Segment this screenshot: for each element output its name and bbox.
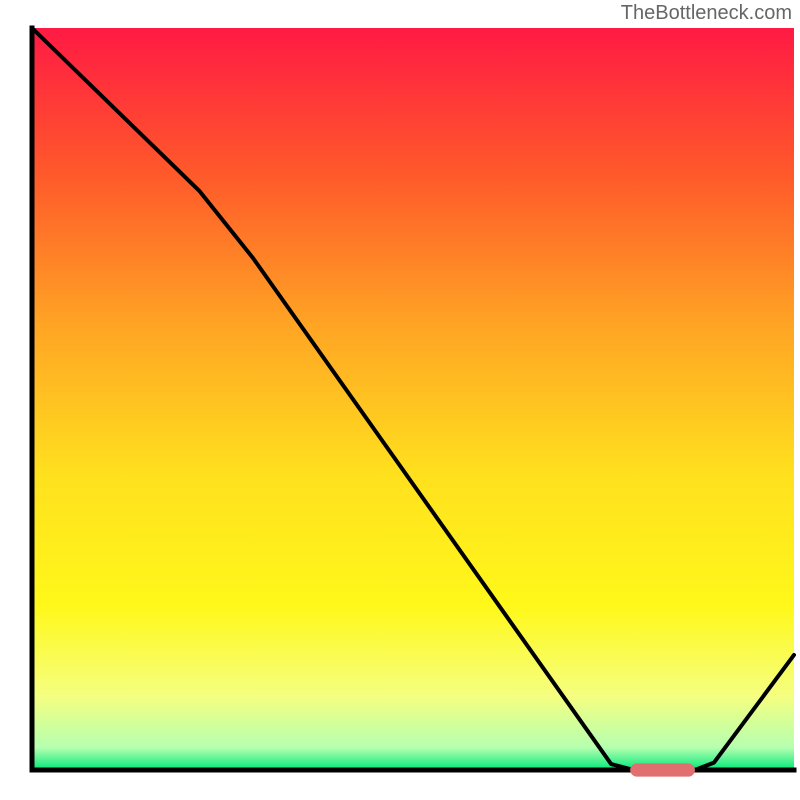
chart-svg <box>0 0 800 800</box>
bottleneck-chart <box>0 0 800 800</box>
watermark-text: TheBottleneck.com <box>621 2 792 25</box>
optimal-marker <box>630 763 695 776</box>
